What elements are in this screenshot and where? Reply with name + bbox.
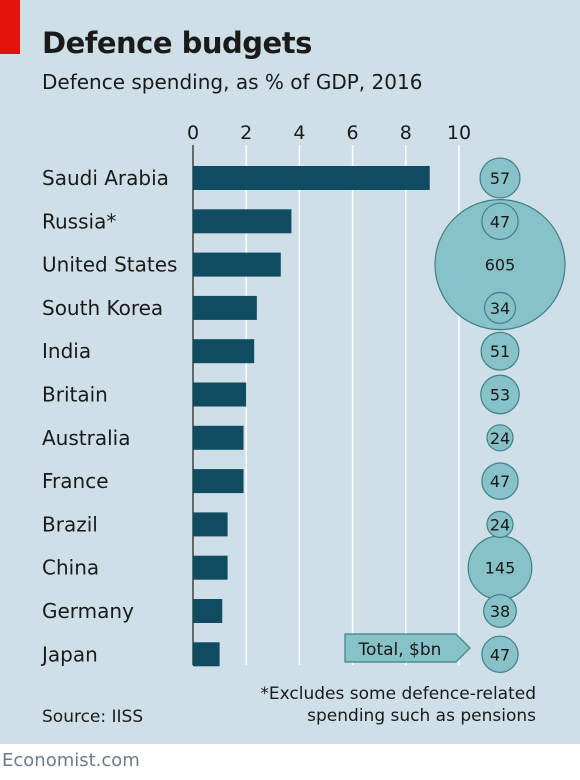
- source-note: Source: IISS: [42, 707, 144, 727]
- bubble: [486, 510, 514, 539]
- bar: [193, 599, 223, 623]
- bar: [193, 642, 220, 667]
- chart-panel: [0, 0, 580, 744]
- bubble-value-label: 34: [490, 299, 510, 318]
- bar: [193, 555, 228, 580]
- tick-labels: 0 2 4 6 8 10: [187, 122, 471, 144]
- category-label: United States: [42, 253, 177, 277]
- bubble-value-label: 47: [490, 212, 510, 231]
- bar: [193, 382, 247, 407]
- category-labels: Saudi Arabia Russia* United States South Ko…: [40, 166, 177, 666]
- category-label: South Korea: [42, 296, 163, 320]
- x-tick-label: 8: [400, 122, 412, 144]
- bar: [193, 469, 244, 494]
- bubble-legend: Total, $bn: [344, 633, 471, 663]
- x-tick-label: 0: [187, 122, 199, 144]
- footnote-line-2: spending such as pensions: [307, 706, 536, 726]
- bar: [193, 425, 244, 450]
- bar: [193, 252, 281, 277]
- bubble-value-label: 38: [490, 602, 510, 621]
- category-label: Britain: [42, 383, 108, 407]
- category-label: India: [42, 339, 91, 363]
- bubble: [479, 157, 521, 199]
- bubble-value-label: 47: [490, 645, 510, 664]
- x-tick-label: 2: [240, 122, 252, 144]
- bubble-value-label: 24: [490, 429, 510, 448]
- red-tag-accent: [0, 0, 20, 54]
- bubble: [480, 374, 520, 415]
- bar: [193, 166, 430, 190]
- category-label: Brazil: [42, 512, 98, 536]
- bubble-legend-box: [344, 633, 471, 663]
- bubble-value-label: 51: [490, 342, 510, 361]
- bubble: [483, 594, 517, 628]
- bubble-value-label: 145: [485, 559, 516, 578]
- bubble: [434, 199, 566, 331]
- bubble-legend-label: Total, $bn: [358, 640, 442, 660]
- bar: [193, 209, 292, 234]
- chart-title: Defence budgets: [42, 26, 312, 60]
- bubble-value-label: 605: [485, 256, 516, 275]
- x-tick-label: 4: [293, 122, 305, 144]
- bubble: [486, 424, 514, 452]
- bubble: [481, 635, 519, 674]
- bubble-value-label: 53: [490, 386, 510, 405]
- footnote: *Excludes some defence-related spending …: [260, 683, 536, 727]
- bars: [193, 166, 430, 667]
- bubble: [481, 462, 519, 500]
- bubble-value-label: 24: [490, 515, 510, 534]
- category-label: Japan: [40, 642, 98, 666]
- bubble-value-label: 57: [490, 169, 510, 188]
- category-label: Russia*: [42, 209, 116, 233]
- bubble: [480, 331, 520, 371]
- bubble: [483, 291, 517, 324]
- category-label: Australia: [42, 426, 130, 450]
- brand-logo: Economist.com: [2, 750, 140, 771]
- bar: [193, 512, 228, 537]
- bar: [193, 339, 255, 364]
- category-label: China: [42, 556, 99, 580]
- bubble-value-label: 47: [490, 472, 510, 491]
- x-tick-label: 10: [447, 122, 471, 144]
- x-tick-label: 6: [347, 122, 359, 144]
- bubble: [481, 202, 519, 241]
- chart-subtitle: Defence spending, as % of GDP, 2016: [42, 70, 423, 94]
- bubbles: 57 47 605 34 51 53 24 47 24 145 38 47: [434, 157, 566, 674]
- category-label: Germany: [42, 599, 134, 623]
- category-label: Saudi Arabia: [42, 166, 169, 190]
- footnote-line-1: *Excludes some defence-related: [260, 684, 536, 704]
- bar: [193, 295, 257, 320]
- category-label: France: [42, 469, 109, 493]
